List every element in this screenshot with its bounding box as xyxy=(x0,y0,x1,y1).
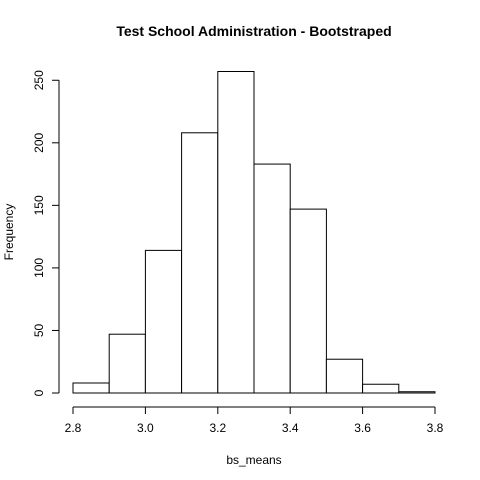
y-tick-label: 0 xyxy=(32,389,46,396)
y-tick-label: 150 xyxy=(32,195,46,215)
histogram-bar xyxy=(144,249,183,394)
x-tick-label: 3.6 xyxy=(354,421,371,435)
x-tick-label: 2.8 xyxy=(65,421,82,435)
histogram-bar xyxy=(108,333,146,394)
histogram-bar xyxy=(362,383,400,394)
y-tick-label: 100 xyxy=(32,258,46,278)
y-tick-label: 200 xyxy=(32,132,46,152)
y-axis: 0 50 100 150 200 250 xyxy=(32,70,60,396)
x-tick-label: 3.4 xyxy=(282,421,299,435)
x-tick-label: 3.2 xyxy=(209,421,226,435)
histogram-bar xyxy=(217,71,255,394)
histogram-bar xyxy=(398,391,436,394)
histogram-bar xyxy=(181,132,219,394)
histogram-bar xyxy=(289,208,327,394)
histogram-bar xyxy=(325,358,364,394)
x-tick-label: 3.8 xyxy=(427,421,444,435)
y-tick-label: 50 xyxy=(32,323,46,337)
histogram-bar xyxy=(253,163,291,394)
x-axis-label: bs_means xyxy=(226,453,281,467)
histogram-bar xyxy=(72,382,110,394)
y-tick-label: 250 xyxy=(32,70,46,90)
histogram-bars xyxy=(72,71,436,394)
y-axis-label: Frequency xyxy=(2,204,16,261)
x-tick-label: 3.0 xyxy=(137,421,154,435)
chart-title: Test School Administration - Bootstraped xyxy=(116,23,391,39)
x-axis: 2.8 3.0 3.2 3.4 3.6 3.8 xyxy=(65,406,444,435)
